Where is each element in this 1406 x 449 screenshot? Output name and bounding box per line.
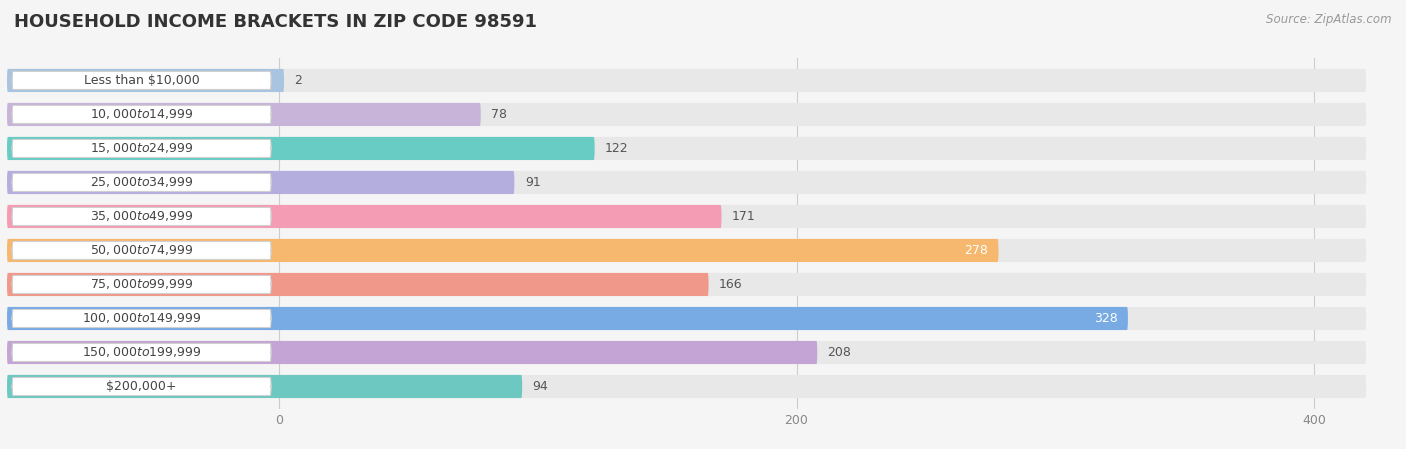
FancyBboxPatch shape bbox=[7, 103, 1367, 126]
Text: $35,000 to $49,999: $35,000 to $49,999 bbox=[90, 210, 194, 224]
FancyBboxPatch shape bbox=[13, 309, 271, 327]
FancyBboxPatch shape bbox=[7, 239, 1367, 262]
FancyBboxPatch shape bbox=[7, 341, 817, 364]
Text: Source: ZipAtlas.com: Source: ZipAtlas.com bbox=[1267, 13, 1392, 26]
Text: 171: 171 bbox=[733, 210, 755, 223]
FancyBboxPatch shape bbox=[13, 343, 271, 361]
Text: 91: 91 bbox=[524, 176, 540, 189]
FancyBboxPatch shape bbox=[13, 378, 271, 396]
FancyBboxPatch shape bbox=[7, 273, 1367, 296]
FancyBboxPatch shape bbox=[7, 239, 998, 262]
Text: 94: 94 bbox=[533, 380, 548, 393]
Text: 166: 166 bbox=[718, 278, 742, 291]
Text: $50,000 to $74,999: $50,000 to $74,999 bbox=[90, 243, 194, 257]
FancyBboxPatch shape bbox=[7, 205, 721, 228]
FancyBboxPatch shape bbox=[13, 71, 271, 89]
FancyBboxPatch shape bbox=[13, 140, 271, 158]
Text: 122: 122 bbox=[605, 142, 628, 155]
Text: $75,000 to $99,999: $75,000 to $99,999 bbox=[90, 277, 194, 291]
FancyBboxPatch shape bbox=[7, 69, 1367, 92]
FancyBboxPatch shape bbox=[7, 137, 1367, 160]
FancyBboxPatch shape bbox=[7, 307, 1367, 330]
Text: 208: 208 bbox=[828, 346, 852, 359]
FancyBboxPatch shape bbox=[13, 276, 271, 294]
FancyBboxPatch shape bbox=[7, 273, 709, 296]
FancyBboxPatch shape bbox=[13, 242, 271, 260]
FancyBboxPatch shape bbox=[13, 106, 271, 123]
Text: 2: 2 bbox=[294, 74, 302, 87]
FancyBboxPatch shape bbox=[7, 69, 284, 92]
FancyBboxPatch shape bbox=[7, 137, 595, 160]
FancyBboxPatch shape bbox=[7, 171, 515, 194]
FancyBboxPatch shape bbox=[7, 307, 1128, 330]
FancyBboxPatch shape bbox=[13, 173, 271, 191]
FancyBboxPatch shape bbox=[7, 375, 522, 398]
FancyBboxPatch shape bbox=[7, 341, 1367, 364]
FancyBboxPatch shape bbox=[7, 205, 1367, 228]
Text: $200,000+: $200,000+ bbox=[107, 380, 177, 393]
Text: 78: 78 bbox=[491, 108, 508, 121]
FancyBboxPatch shape bbox=[7, 103, 481, 126]
Text: $25,000 to $34,999: $25,000 to $34,999 bbox=[90, 176, 194, 189]
Text: 328: 328 bbox=[1094, 312, 1118, 325]
Text: $15,000 to $24,999: $15,000 to $24,999 bbox=[90, 141, 194, 155]
FancyBboxPatch shape bbox=[7, 171, 1367, 194]
Text: HOUSEHOLD INCOME BRACKETS IN ZIP CODE 98591: HOUSEHOLD INCOME BRACKETS IN ZIP CODE 98… bbox=[14, 13, 537, 31]
Text: $100,000 to $149,999: $100,000 to $149,999 bbox=[82, 312, 201, 326]
FancyBboxPatch shape bbox=[7, 375, 1367, 398]
Text: Less than $10,000: Less than $10,000 bbox=[84, 74, 200, 87]
Text: 278: 278 bbox=[965, 244, 988, 257]
Text: $150,000 to $199,999: $150,000 to $199,999 bbox=[82, 345, 201, 360]
FancyBboxPatch shape bbox=[13, 207, 271, 225]
Text: $10,000 to $14,999: $10,000 to $14,999 bbox=[90, 107, 194, 122]
